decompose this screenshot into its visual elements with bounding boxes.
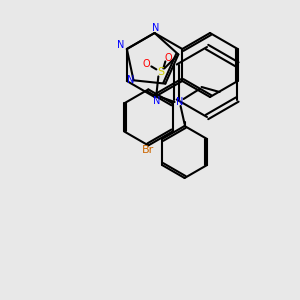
Text: Br: Br [142, 146, 154, 155]
Text: N: N [176, 97, 183, 107]
Text: O: O [164, 53, 172, 63]
Text: N: N [117, 40, 124, 50]
Text: O: O [142, 59, 150, 69]
Text: N: N [127, 75, 134, 85]
Text: N: N [152, 23, 159, 33]
Text: N: N [153, 96, 160, 106]
Text: S: S [157, 68, 164, 77]
